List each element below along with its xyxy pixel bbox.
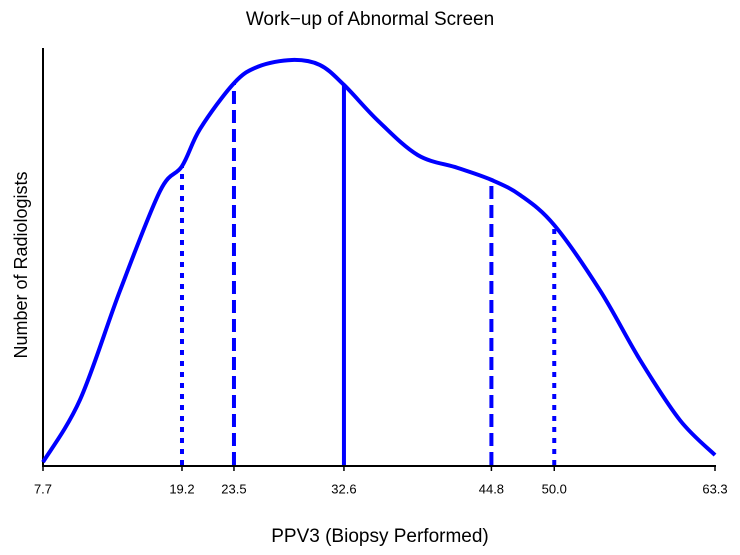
x-tick-label: 44.8 bbox=[479, 481, 504, 496]
density-curve bbox=[41, 57, 717, 464]
x-tick-label: 63.3 bbox=[702, 481, 727, 496]
x-tick-label: 23.5 bbox=[221, 481, 246, 496]
x-tick-label: 32.6 bbox=[331, 481, 356, 496]
x-tick-label: 19.2 bbox=[169, 481, 194, 496]
x-axis-label: PPV3 (Biopsy Performed) bbox=[271, 526, 489, 547]
x-tick-label: 7.7 bbox=[34, 481, 52, 496]
chart-title: Work−up of Abnormal Screen bbox=[246, 9, 494, 30]
x-tick-label: 50.0 bbox=[542, 481, 567, 496]
y-axis-label: Number of Radiologists bbox=[11, 171, 31, 358]
